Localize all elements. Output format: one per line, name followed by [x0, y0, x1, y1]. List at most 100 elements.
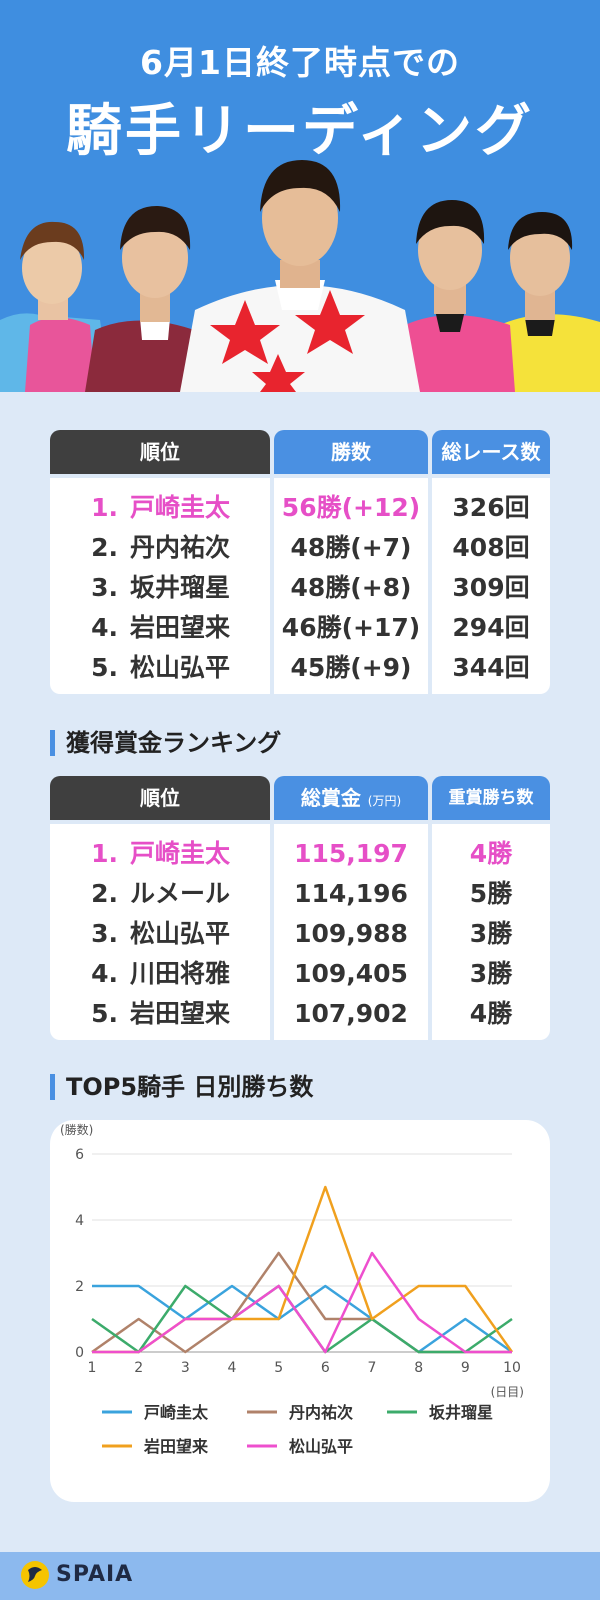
rank-number: 4.	[91, 959, 118, 988]
graded-wins-value: 4勝	[469, 999, 513, 1028]
jockey-name: 岩田望来	[130, 999, 231, 1028]
jockey-name: 戸崎圭太	[130, 493, 231, 522]
graded-wins-value: 5勝	[469, 879, 513, 908]
leading-header-rank: 順位	[50, 430, 270, 474]
rank-number: 5.	[91, 653, 118, 682]
legend-label: 坂井瑠星	[429, 1403, 493, 1422]
races-value: 408回	[452, 533, 530, 562]
spaia-logo-icon	[21, 1561, 49, 1589]
prize-col-total: 115,197 114,196 109,988 109,405 107,902	[274, 824, 428, 1040]
jockey-photo-5	[490, 212, 600, 392]
series-line	[92, 1251, 512, 1354]
table-row: 2. 丹内祐次	[50, 528, 270, 568]
jockey-name: ルメール	[130, 879, 231, 908]
prize-header-graded: 重賞勝ち数	[432, 776, 550, 820]
races-value: 309回	[452, 573, 530, 602]
jockey-name: 松山弘平	[130, 919, 231, 948]
prize-header-total-label: 総賞金	[300, 786, 361, 810]
prize-header-total: 総賞金 (万円)	[274, 776, 428, 820]
header-banner: 6月1日終了時点での 騎手リーディング	[0, 0, 600, 392]
header-title: 騎手リーディング	[65, 99, 535, 164]
legend-label: 岩田望来	[143, 1437, 209, 1456]
x-tick-label: 6	[321, 1360, 330, 1376]
jockey-photo-center	[180, 160, 420, 392]
jockey-name: 坂井瑠星	[130, 573, 231, 602]
x-tick-label: 2	[134, 1360, 143, 1376]
prize-header-unit: (万円)	[367, 794, 402, 808]
x-tick-label: 1	[88, 1360, 97, 1376]
prize-value: 115,197	[294, 839, 408, 868]
prize-col-graded: 4勝 5勝 3勝 3勝 4勝	[432, 824, 550, 1040]
leading-col-names: 1. 戸崎圭太 2. 丹内祐次 3. 坂井瑠星 4. 岩田望来 5. 松山弘平	[50, 478, 270, 694]
jockey-name: 戸崎圭太	[130, 839, 231, 868]
table-row: 3. 坂井瑠星	[50, 568, 270, 608]
x-tick-label: 4	[228, 1360, 237, 1376]
rank-number: 2.	[91, 879, 118, 908]
wins-value: 48勝(+7)	[290, 533, 412, 562]
prize-section-title: 獲得賞金ランキング	[50, 728, 281, 758]
wins-value: 46勝(+17)	[281, 613, 421, 642]
table-row: 3. 松山弘平	[50, 914, 270, 954]
jockey-name: 岩田望来	[130, 613, 231, 642]
rank-number: 4.	[91, 613, 118, 642]
prize-table: 順位 総賞金 (万円) 重賞勝ち数 1. 戸崎圭太 2. ルメール 3. 松山弘平 4…	[50, 776, 550, 1040]
table-row: 5. 松山弘平	[50, 648, 270, 688]
leading-header-wins: 勝数	[274, 430, 428, 474]
table-row: 1. 戸崎圭太	[50, 834, 270, 874]
graded-wins-value: 4勝	[469, 839, 513, 868]
x-tick-label: 7	[368, 1360, 377, 1376]
x-tick-label: 5	[274, 1360, 283, 1376]
rank-number: 1.	[91, 493, 118, 522]
legend-label: 丹内祐次	[289, 1403, 353, 1422]
x-tick-label: 9	[461, 1360, 470, 1376]
races-value: 294回	[452, 613, 530, 642]
jockey-photo-4	[395, 200, 515, 392]
wins-value: 48勝(+8)	[290, 573, 412, 602]
x-axis-label: (日目)	[491, 1385, 524, 1399]
prize-col-names: 1. 戸崎圭太 2. ルメール 3. 松山弘平 4. 川田将雅 5. 岩田望来	[50, 824, 270, 1040]
prize-value: 114,196	[294, 879, 408, 908]
prize-header-rank: 順位	[50, 776, 270, 820]
y-tick-label: 0	[75, 1345, 84, 1361]
y-axis-label: (勝数)	[60, 1122, 93, 1137]
jockey-photo-2	[85, 205, 215, 392]
legend-label: 松山弘平	[289, 1437, 353, 1456]
jockey-name: 丹内祐次	[130, 533, 231, 562]
jockey-photo-1	[0, 221, 110, 392]
prize-value: 107,902	[294, 999, 408, 1028]
wins-value: 45勝(+9)	[290, 653, 412, 682]
rank-number: 2.	[91, 533, 118, 562]
chart-card: (勝数) 0 2 4 6 1 2 3 4 5 6 7 8 9 10 (日目) 戸崎圭太 丹内祐次 坂井瑠星 岩田望来 松…	[50, 1120, 550, 1502]
header-subtitle: 6月1日終了時点での	[140, 43, 460, 82]
table-row: 2. ルメール	[50, 874, 270, 914]
jockey-photos-illustration	[0, 160, 600, 392]
x-tick-label: 3	[181, 1360, 190, 1376]
footer: SPAIA	[0, 1552, 600, 1600]
prize-value: 109,405	[294, 959, 408, 988]
x-tick-label: 8	[414, 1360, 423, 1376]
leading-col-races: 326回 408回 309回 294回 344回	[432, 478, 550, 694]
leading-table: 順位 勝数 総レース数 1. 戸崎圭太 2. 丹内祐次 3. 坂井瑠星 4. 岩田望来 …	[50, 430, 550, 694]
legend-label: 戸崎圭太	[144, 1403, 209, 1422]
leading-header-races: 総レース数	[432, 430, 550, 474]
table-row: 5. 岩田望来	[50, 994, 270, 1034]
rank-number: 3.	[91, 919, 118, 948]
y-tick-label: 6	[75, 1147, 84, 1163]
table-row: 4. 岩田望来	[50, 608, 270, 648]
rank-number: 3.	[91, 573, 118, 602]
table-row: 1. 戸崎圭太	[50, 488, 270, 528]
jockey-name: 松山弘平	[130, 653, 231, 682]
rank-number: 1.	[91, 839, 118, 868]
spaia-logo-text: SPAIA	[56, 1562, 134, 1587]
races-value: 344回	[452, 653, 530, 682]
prize-value: 109,988	[294, 919, 408, 948]
graded-wins-value: 3勝	[469, 919, 513, 948]
table-row: 4. 川田将雅	[50, 954, 270, 994]
races-value: 326回	[452, 493, 530, 522]
leading-col-wins: 56勝(+12) 48勝(+7) 48勝(+8) 46勝(+17) 45勝(+9…	[274, 478, 428, 694]
chart-section-title: TOP5騎手 日別勝ち数	[50, 1072, 313, 1102]
y-tick-label: 4	[75, 1213, 84, 1229]
rank-number: 5.	[91, 999, 118, 1028]
graded-wins-value: 3勝	[469, 959, 513, 988]
